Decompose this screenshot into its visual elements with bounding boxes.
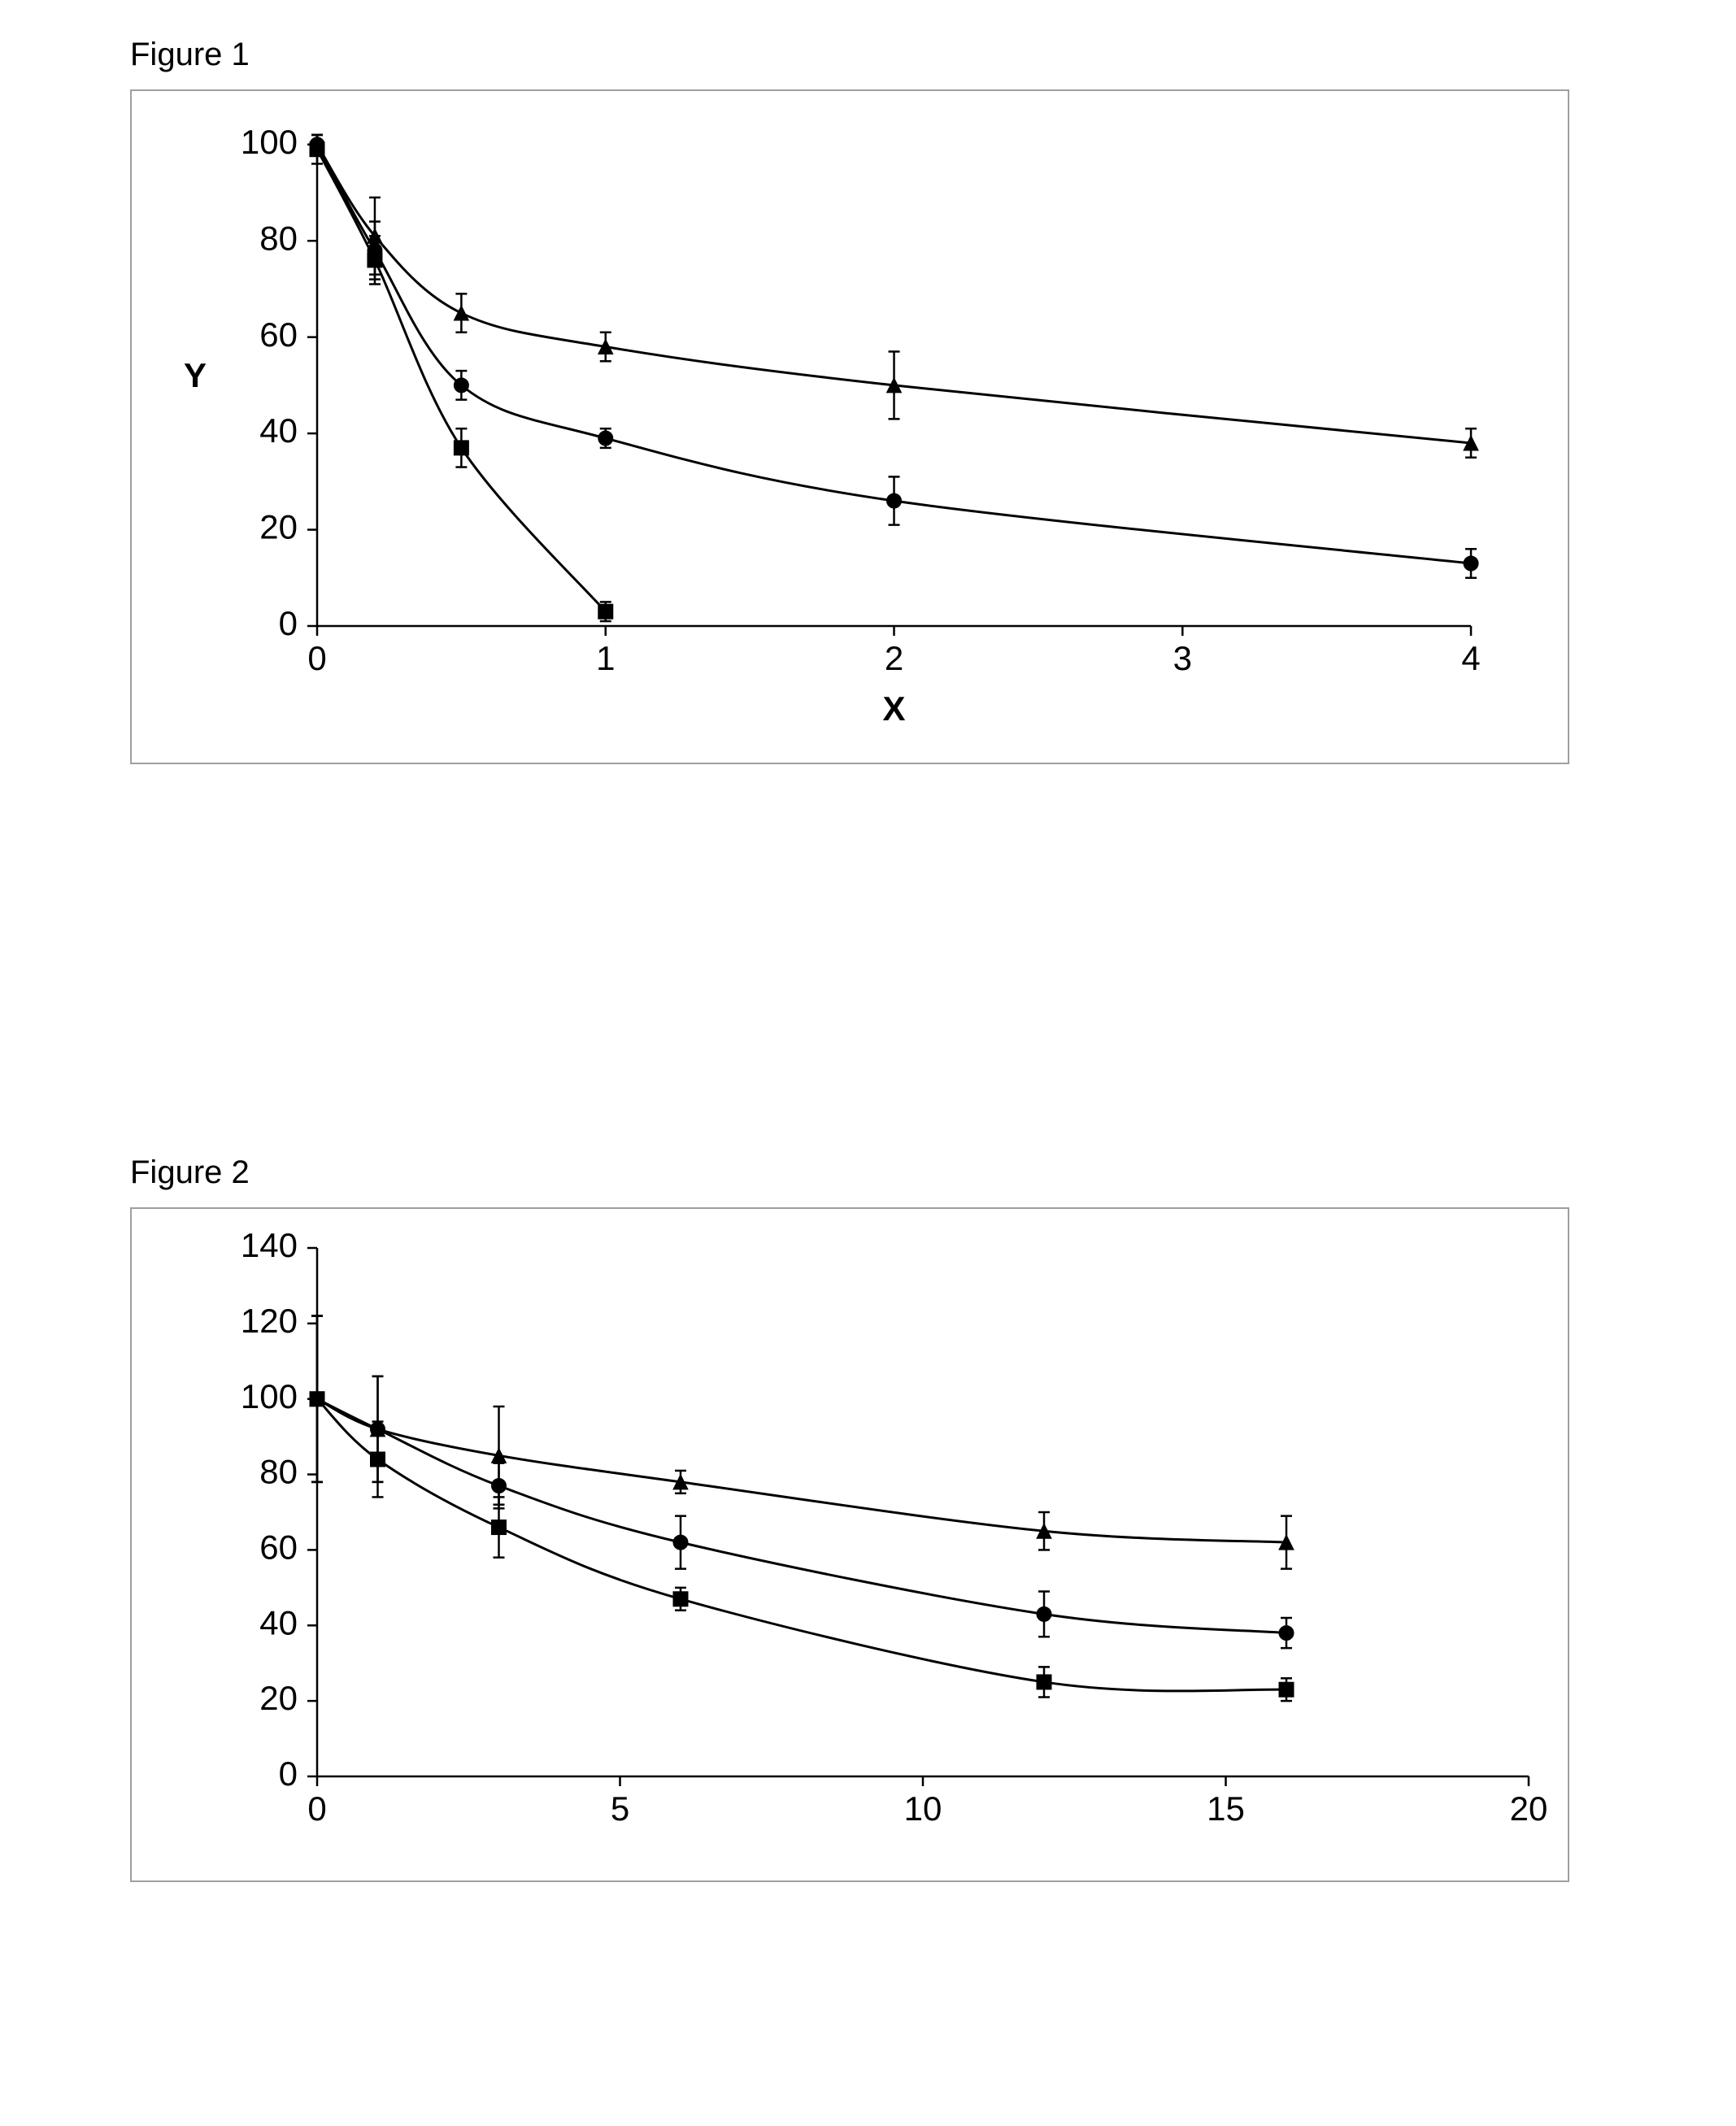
figure-2-xtick-label: 5 bbox=[611, 1789, 629, 1828]
figure-1-ylabel: Y bbox=[184, 356, 207, 394]
figure-1-ytick-label: 100 bbox=[241, 123, 298, 161]
figure-1-ytick-label: 60 bbox=[259, 315, 298, 354]
figure-1-block: Figure 1 0 20 40 60 80 100 0 1 2 3 4 X Y bbox=[130, 37, 1594, 764]
figure-2-ytick-label: 40 bbox=[259, 1603, 298, 1641]
figure-2-ytick-label: 20 bbox=[259, 1679, 298, 1717]
figure-2-svg: 0 20 40 60 80 100 120 140 0 5 10 15 20 bbox=[130, 1207, 1569, 1882]
figure-1-svg: 0 20 40 60 80 100 0 1 2 3 4 X Y bbox=[130, 89, 1569, 764]
figure-1-title: Figure 1 bbox=[130, 37, 1594, 73]
figure-1-ytick-label: 40 bbox=[259, 411, 298, 450]
figure-2-block: Figure 2 0 20 40 60 80 100 120 140 0 5 10 15 20 bbox=[130, 1154, 1594, 1882]
figure-1-xtick-label: 4 bbox=[1461, 639, 1480, 677]
figure-1-xtick-label: 1 bbox=[596, 639, 615, 677]
figure-1-xtick-label: 3 bbox=[1173, 639, 1192, 677]
figure-1-ytick-label: 80 bbox=[259, 219, 298, 257]
figure-2-xtick-label: 20 bbox=[1510, 1789, 1548, 1828]
figure-1-xtick-label: 2 bbox=[885, 639, 903, 677]
figure-2-ytick-label: 60 bbox=[259, 1528, 298, 1567]
figure-1-chart: 0 20 40 60 80 100 0 1 2 3 4 X Y bbox=[130, 89, 1594, 764]
figure-2-ytick-label: 100 bbox=[241, 1377, 298, 1415]
figure-2-title: Figure 2 bbox=[130, 1154, 1594, 1191]
figure-2-xtick-label: 15 bbox=[1207, 1789, 1245, 1828]
figure-1-xtick-label: 0 bbox=[307, 639, 326, 677]
figure-2-ytick-label: 0 bbox=[279, 1754, 298, 1793]
figure-1-xlabel: X bbox=[883, 689, 906, 728]
figure-2-ytick-label: 140 bbox=[241, 1226, 298, 1264]
page: Figure 1 02040608010001234XY Figure 2 02… bbox=[0, 0, 1736, 2126]
figure-1-ytick-label: 20 bbox=[259, 508, 298, 546]
figure-2-xtick-label: 10 bbox=[904, 1789, 942, 1828]
figure-2-chart: 0 20 40 60 80 100 120 140 0 5 10 15 20 bbox=[130, 1207, 1594, 1882]
figure-2-ytick-label: 120 bbox=[241, 1302, 298, 1340]
figure-1-ytick-label: 0 bbox=[279, 604, 298, 642]
figure-2-ytick-label: 80 bbox=[259, 1453, 298, 1491]
figure-2-xtick-label: 0 bbox=[307, 1789, 326, 1828]
